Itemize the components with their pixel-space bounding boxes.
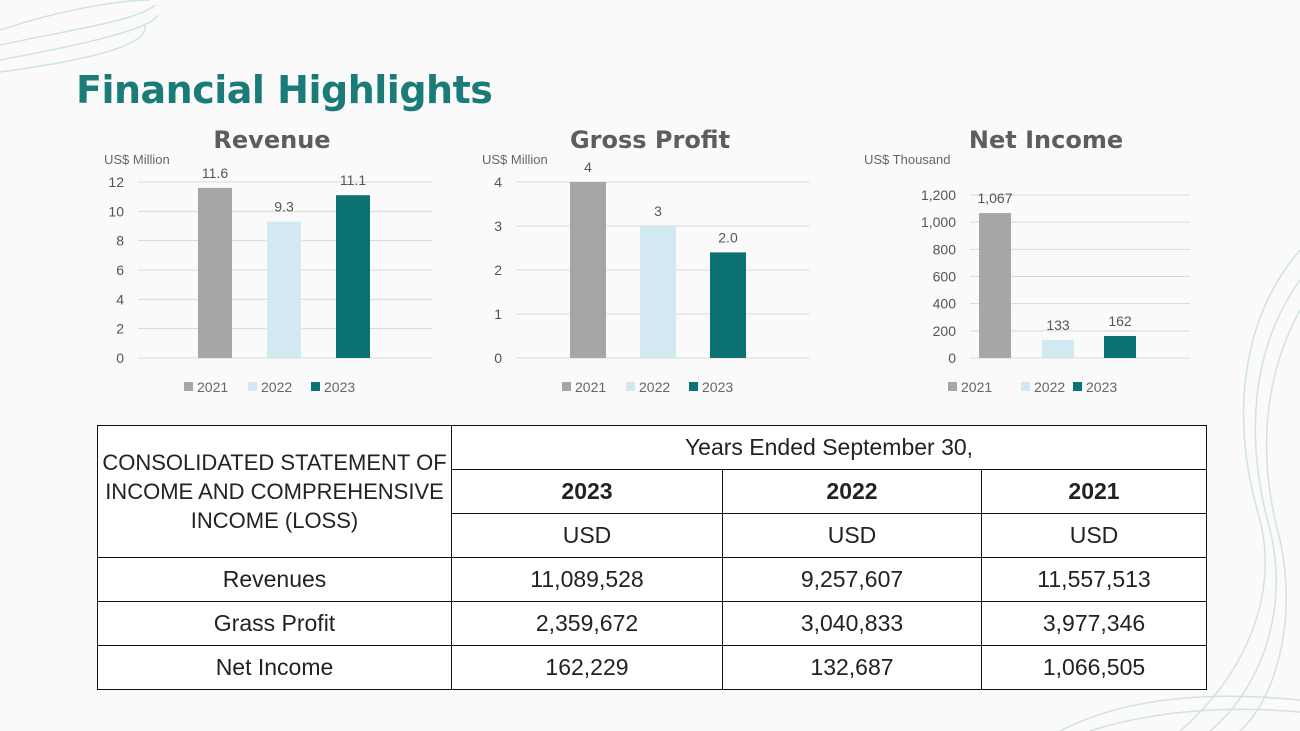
value-cell: 3,977,346: [980, 601, 1208, 646]
y-tick-label: 2: [116, 321, 124, 337]
y-tick-label: 12: [108, 174, 124, 190]
y-tick-label: 1,000: [921, 214, 956, 230]
legend-swatch: [184, 382, 193, 391]
legend-label: 2021: [197, 379, 228, 395]
y-tick-label: 6: [116, 262, 124, 278]
y-tick-label: 200: [933, 323, 957, 339]
data-label: 9.3: [274, 199, 294, 215]
y-axis-unit-label: US$ Million: [482, 152, 548, 167]
row-label: Net Income: [97, 645, 452, 690]
legend-label: 2022: [1034, 379, 1065, 395]
y-axis-unit-label: US$ Thousand: [864, 152, 951, 167]
bar-2021: [570, 182, 606, 358]
y-tick-label: 0: [948, 350, 956, 366]
bar-2022: [267, 221, 301, 358]
bar-2023: [710, 252, 746, 358]
y-tick-label: 10: [108, 203, 124, 219]
chart-title: Revenue: [213, 126, 330, 154]
table-header-row: CONSOLIDATED STATEMENT OF INCOME AND COM…: [97, 425, 1208, 558]
currency-row: USD USD USD: [98, 513, 1208, 558]
legend-swatch: [948, 382, 957, 391]
y-tick-label: 400: [933, 296, 957, 312]
table-row-net-income: Net Income 162,229 132,687 1,066,505: [97, 645, 1208, 690]
y-tick-label: 2: [494, 262, 502, 278]
year-2023-header: 2023: [451, 469, 723, 514]
data-label: 11.6: [202, 165, 228, 181]
table-row-revenues: Revenues 11,089,528 9,257,607 11,557,513: [97, 557, 1208, 602]
y-tick-label: 600: [933, 269, 957, 285]
year-2021-header: 2021: [980, 469, 1208, 514]
data-label: 133: [1046, 317, 1070, 333]
value-cell: 132,687: [722, 645, 982, 690]
y-tick-label: 0: [494, 350, 502, 366]
legend-swatch: [1021, 382, 1030, 391]
row-label: Grass Profit: [97, 601, 452, 646]
years-ended-header: Years Ended September 30,: [450, 425, 1208, 470]
y-tick-label: 0: [116, 350, 124, 366]
data-label: 3: [654, 203, 662, 219]
legend-label: 2022: [261, 379, 292, 395]
y-tick-label: 3: [494, 218, 502, 234]
table-row-gross-profit: Grass Profit 2,359,672 3,040,833 3,977,3…: [97, 601, 1208, 646]
year-2022-header: 2022: [722, 469, 982, 514]
chart-svg: Revenue US$ Million 0 2 4 6 8 10 12 11.6 9.3 11.1 20…: [104, 126, 432, 395]
value-cell: 11,089,528: [451, 557, 723, 602]
chart-title: Net Income: [969, 126, 1123, 154]
page-title: Financial Highlights: [76, 68, 493, 112]
value-cell: 9,257,607: [722, 557, 982, 602]
legend-swatch: [248, 382, 257, 391]
data-label: 162: [1108, 313, 1132, 329]
data-label: 2.0: [718, 229, 738, 245]
bar-2023: [1104, 335, 1136, 358]
legend-label: 2023: [1086, 379, 1117, 395]
income-statement-table: CONSOLIDATED STATEMENT OF INCOME AND COM…: [97, 425, 1208, 690]
bar-2023: [336, 195, 370, 358]
data-label: 1,067: [977, 190, 1012, 206]
data-label: 11.1: [340, 172, 366, 188]
legend-swatch: [626, 382, 635, 391]
chart-svg: Gross Profit US$ Million 0 1 2 3 4 4 3 2.0 2021 202…: [482, 126, 810, 395]
chart-title: Gross Profit: [570, 126, 730, 154]
legend-label: 2023: [702, 379, 733, 395]
y-tick-label: 4: [494, 174, 502, 190]
legend-label: 2021: [575, 379, 606, 395]
y-tick-label: 1,200: [921, 187, 956, 203]
legend-swatch: [1073, 382, 1082, 391]
legend-label: 2022: [639, 379, 670, 395]
bar-2021: [198, 187, 232, 358]
net-income-chart: Net Income US$ Thousand 0 200 400 600 800 1,000…: [858, 120, 1198, 400]
value-cell: 2,359,672: [451, 601, 723, 646]
legend-swatch: [311, 382, 320, 391]
value-cell: 3,040,833: [722, 601, 982, 646]
bar-2022: [1042, 339, 1074, 358]
currency-cell: USD: [451, 513, 723, 558]
data-label: 4: [584, 159, 592, 175]
y-tick-label: 8: [116, 233, 124, 249]
currency-cell: USD: [980, 513, 1208, 558]
legend-label: 2021: [961, 379, 992, 395]
y-axis-unit-label: US$ Million: [104, 152, 170, 167]
value-cell: 162,229: [451, 645, 723, 690]
bar-2021: [979, 213, 1011, 358]
statement-title-cell: CONSOLIDATED STATEMENT OF INCOME AND COM…: [97, 425, 452, 558]
y-tick-label: 800: [933, 241, 957, 257]
chart-svg: Net Income US$ Thousand 0 200 400 600 800 1,000…: [864, 126, 1190, 395]
revenue-chart: Revenue US$ Million 0 2 4 6 8 10 12 11.6 9.3 11.1 20…: [100, 120, 440, 400]
value-cell: 1,066,505: [980, 645, 1208, 690]
y-tick-label: 4: [116, 291, 124, 307]
bar-2022: [640, 226, 676, 358]
gross-profit-chart: Gross Profit US$ Million 0 1 2 3 4 4 3 2.0 2021 202…: [478, 120, 818, 400]
legend-label: 2023: [324, 379, 355, 395]
currency-cell: USD: [722, 513, 982, 558]
legend-swatch: [562, 382, 571, 391]
legend-swatch: [689, 382, 698, 391]
value-cell: 11,557,513: [980, 557, 1208, 602]
row-label: Revenues: [97, 557, 452, 602]
y-tick-label: 1: [494, 306, 502, 322]
